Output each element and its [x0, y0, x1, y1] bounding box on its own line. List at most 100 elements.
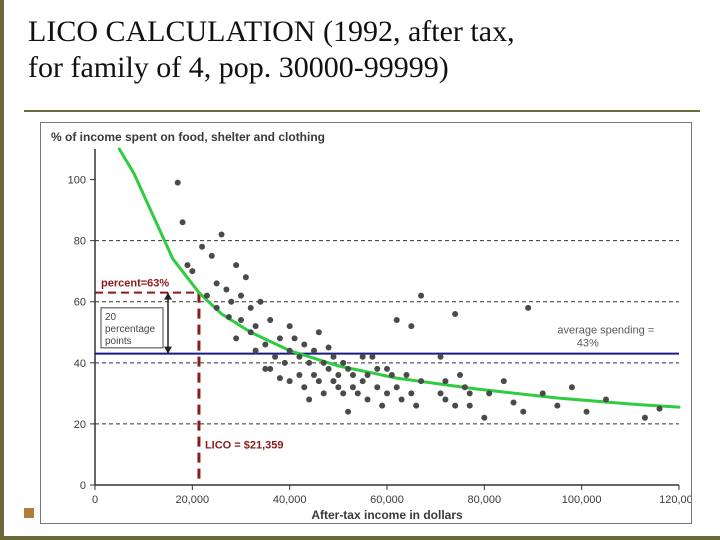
y-tick-label: 100 — [68, 175, 86, 187]
scatter-point — [223, 287, 229, 293]
fitted-curve — [119, 149, 679, 407]
scatter-point — [438, 390, 444, 396]
scatter-point — [321, 390, 327, 396]
scatter-point — [184, 262, 190, 268]
scatter-point — [374, 384, 380, 390]
scatter-point — [462, 384, 468, 390]
title-line-2: for family of 4, pop. 30000-99999) — [28, 51, 449, 84]
scatter-point — [330, 354, 336, 360]
scatter-point — [311, 348, 317, 354]
title-line-1: LICO CALCULATION (1992, after tax, — [28, 15, 515, 48]
scatter-point — [374, 366, 380, 372]
percent-63-label: percent=63% — [101, 278, 169, 290]
scatter-point — [301, 384, 307, 390]
scatter-point — [394, 317, 400, 323]
scatter-point — [214, 305, 220, 311]
scatter-point — [452, 311, 458, 317]
x-tick-label: 20,000 — [176, 494, 210, 506]
scatter-point — [248, 305, 254, 311]
scatter-point — [316, 378, 322, 384]
scatter-point — [209, 253, 215, 259]
scatter-point — [554, 403, 560, 409]
scatter-point — [360, 378, 366, 384]
x-tick-label: 100,000 — [562, 494, 602, 506]
scatter-point — [301, 341, 307, 347]
scatter-point — [282, 360, 288, 366]
x-tick-label: 120,000 — [659, 494, 691, 506]
scatter-point — [311, 372, 317, 378]
scatter-point — [520, 409, 526, 415]
scatter-point — [335, 372, 341, 378]
y-tick-label: 40 — [74, 358, 86, 370]
scatter-point — [243, 274, 249, 280]
gap-arrow-head-up — [164, 293, 172, 300]
scatter-point — [345, 409, 351, 415]
scatter-point — [413, 403, 419, 409]
title-rule — [24, 110, 700, 112]
scatter-point — [369, 354, 375, 360]
scatter-point — [486, 390, 492, 396]
scatter-point — [389, 372, 395, 378]
bullet-decoration — [24, 508, 34, 518]
scatter-point — [365, 372, 371, 378]
scatter-point — [204, 293, 210, 299]
scatter-point — [355, 390, 361, 396]
lico-chart: % of income spent on food, shelter and c… — [41, 123, 691, 523]
scatter-point — [248, 329, 254, 335]
slide-title: LICO CALCULATION (1992, after tax, for f… — [28, 14, 696, 86]
scatter-point — [335, 384, 341, 390]
scatter-point — [267, 366, 273, 372]
scatter-point — [511, 400, 517, 406]
scatter-point — [277, 375, 283, 381]
scatter-point — [253, 323, 259, 329]
gap-arrow-head-down — [164, 347, 172, 354]
scatter-point — [408, 390, 414, 396]
scatter-point — [384, 366, 390, 372]
scatter-point — [569, 384, 575, 390]
y-tick-label: 60 — [74, 297, 86, 309]
x-axis-title: After-tax income in dollars — [311, 508, 463, 522]
avg-spending-label: average spending =43% — [557, 325, 654, 350]
scatter-point — [603, 396, 609, 402]
scatter-point — [442, 396, 448, 402]
scatter-point — [657, 406, 663, 412]
chart-container: % of income spent on food, shelter and c… — [40, 122, 692, 524]
scatter-point — [481, 415, 487, 421]
scatter-point — [321, 360, 327, 366]
scatter-point — [257, 299, 263, 305]
scatter-point — [326, 345, 332, 351]
scatter-point — [330, 378, 336, 384]
scatter-point — [180, 219, 186, 225]
y-tick-label: 20 — [74, 419, 86, 431]
scatter-point — [408, 323, 414, 329]
scatter-point — [238, 317, 244, 323]
scatter-point — [442, 378, 448, 384]
scatter-point — [228, 299, 234, 305]
scatter-point — [360, 354, 366, 360]
scatter-point — [350, 372, 356, 378]
scatter-point — [272, 354, 278, 360]
scatter-point — [253, 348, 259, 354]
scatter-point — [467, 403, 473, 409]
scatter-point — [262, 341, 268, 347]
scatter-point — [287, 323, 293, 329]
scatter-point — [501, 378, 507, 384]
scatter-point — [350, 384, 356, 390]
scatter-point — [316, 329, 322, 335]
scatter-point — [214, 280, 220, 286]
scatter-point — [384, 390, 390, 396]
scatter-point — [340, 360, 346, 366]
scatter-point — [226, 314, 232, 320]
scatter-point — [287, 378, 293, 384]
scatter-point — [379, 403, 385, 409]
scatter-point — [175, 180, 181, 186]
scatter-point — [452, 403, 458, 409]
scatter-point — [277, 335, 283, 341]
scatter-point — [642, 415, 648, 421]
x-tick-label: 60,000 — [370, 494, 404, 506]
gap-label-text: percentage — [105, 324, 155, 335]
scatter-point — [287, 348, 293, 354]
scatter-point — [306, 360, 312, 366]
scatter-point — [189, 268, 195, 274]
scatter-point — [457, 372, 463, 378]
